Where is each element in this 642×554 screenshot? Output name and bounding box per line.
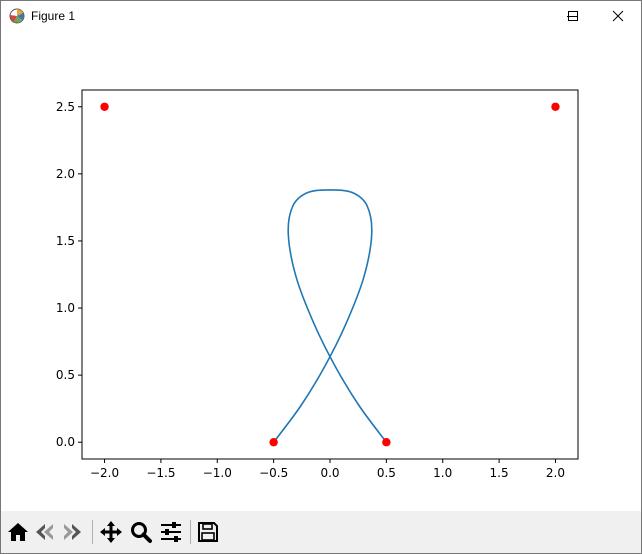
save-button[interactable]	[195, 519, 221, 545]
title-bar[interactable]: Figure 1	[1, 1, 641, 31]
y-tick-label: 1.5	[56, 234, 75, 248]
y-tick-label: 2.5	[56, 100, 75, 114]
bezier-curve-line	[272, 189, 388, 443]
x-tick-label: 0.0	[320, 466, 339, 480]
home-icon	[8, 523, 28, 541]
zoom-icon	[131, 522, 152, 543]
back-icon	[36, 524, 53, 540]
chart-svg: −2.0 −1.5 −1.0 −0.5 0.0 0.5 1.0 1.5 2.0 0.0 0.5 1.0…	[56, 89, 579, 480]
x-tick-label: 0.5	[377, 466, 396, 480]
x-tick-label: 1.5	[490, 466, 509, 480]
toolbar-separator	[92, 520, 93, 544]
control-point-marker	[551, 102, 560, 111]
control-point-marker	[382, 438, 391, 447]
navigation-toolbar	[1, 511, 641, 553]
close-icon	[612, 10, 624, 22]
spacer	[504, 1, 550, 31]
x-tick-label: −2.0	[90, 466, 119, 480]
control-point-marker	[100, 102, 109, 111]
x-tick-label: −1.0	[203, 466, 232, 480]
home-button[interactable]	[5, 519, 31, 545]
y-tick-label: 2.0	[56, 167, 75, 181]
close-button[interactable]	[595, 1, 641, 31]
configure-subplots-button[interactable]	[158, 519, 184, 545]
y-tick-label: 0.5	[56, 368, 75, 382]
maximize-icon	[568, 11, 578, 21]
y-tick-label: 0.0	[56, 435, 75, 449]
forward-icon	[64, 524, 81, 540]
matplotlib-icon	[9, 8, 25, 24]
zoom-button[interactable]	[128, 519, 154, 545]
toolbar-separator	[190, 520, 191, 544]
back-button[interactable]	[32, 519, 58, 545]
x-tick-label: −0.5	[259, 466, 288, 480]
plot-canvas[interactable]: −2.0 −1.5 −1.0 −0.5 0.0 0.5 1.0 1.5 2.0 0.0 0.5 1.0…	[1, 32, 641, 510]
save-icon	[198, 522, 218, 542]
control-point-marker	[269, 438, 278, 447]
forward-button[interactable]	[59, 519, 85, 545]
pan-button[interactable]	[98, 519, 124, 545]
pan-icon	[100, 521, 122, 543]
window-title: Figure 1	[31, 9, 76, 23]
configure-subplots-icon	[161, 522, 181, 542]
x-tick-label: 1.0	[433, 466, 452, 480]
x-tick-label: 2.0	[546, 466, 565, 480]
maximize-button[interactable]	[550, 1, 596, 31]
x-tick-label: −1.5	[146, 466, 175, 480]
axes-frame	[81, 89, 579, 460]
y-tick-label: 1.0	[56, 301, 75, 315]
